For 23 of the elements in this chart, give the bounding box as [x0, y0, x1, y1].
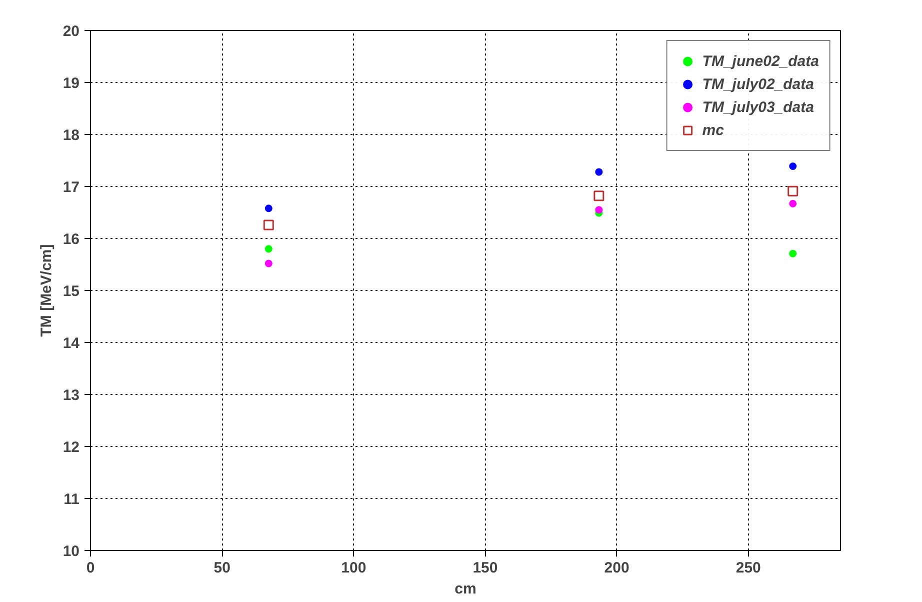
- x-tick-label: 100: [341, 560, 366, 576]
- x-tick-label: 250: [736, 560, 761, 576]
- y-tick-label: 13: [62, 387, 80, 404]
- x-axis-title: cm: [454, 580, 476, 598]
- y-tick-label: 11: [64, 491, 80, 508]
- x-tick-label: 200: [604, 560, 630, 576]
- y-tick-label: 18: [62, 127, 80, 144]
- legend-label: TM_july02_data: [702, 76, 814, 92]
- y-tick-label: 16: [62, 231, 80, 248]
- y-tick-label: 20: [62, 23, 80, 40]
- y-tick-label: 10: [62, 543, 80, 560]
- x-tick-label: 0: [86, 560, 95, 576]
- legend-label: TM_july03_data: [702, 98, 814, 116]
- y-axis-title: TM [MeV/cm]: [38, 244, 55, 337]
- y-tick-label: 19: [62, 75, 80, 92]
- x-tick-label: 150: [472, 560, 498, 576]
- x-tick-label: 50: [214, 560, 230, 576]
- y-tick-label: 14: [62, 335, 80, 352]
- y-tick-label: 17: [62, 179, 80, 196]
- legend-label: TM_june02_data: [702, 52, 819, 70]
- legend-label: mc: [702, 122, 724, 138]
- y-tick-label: 12: [62, 439, 80, 456]
- y-tick-label: 15: [62, 283, 80, 300]
